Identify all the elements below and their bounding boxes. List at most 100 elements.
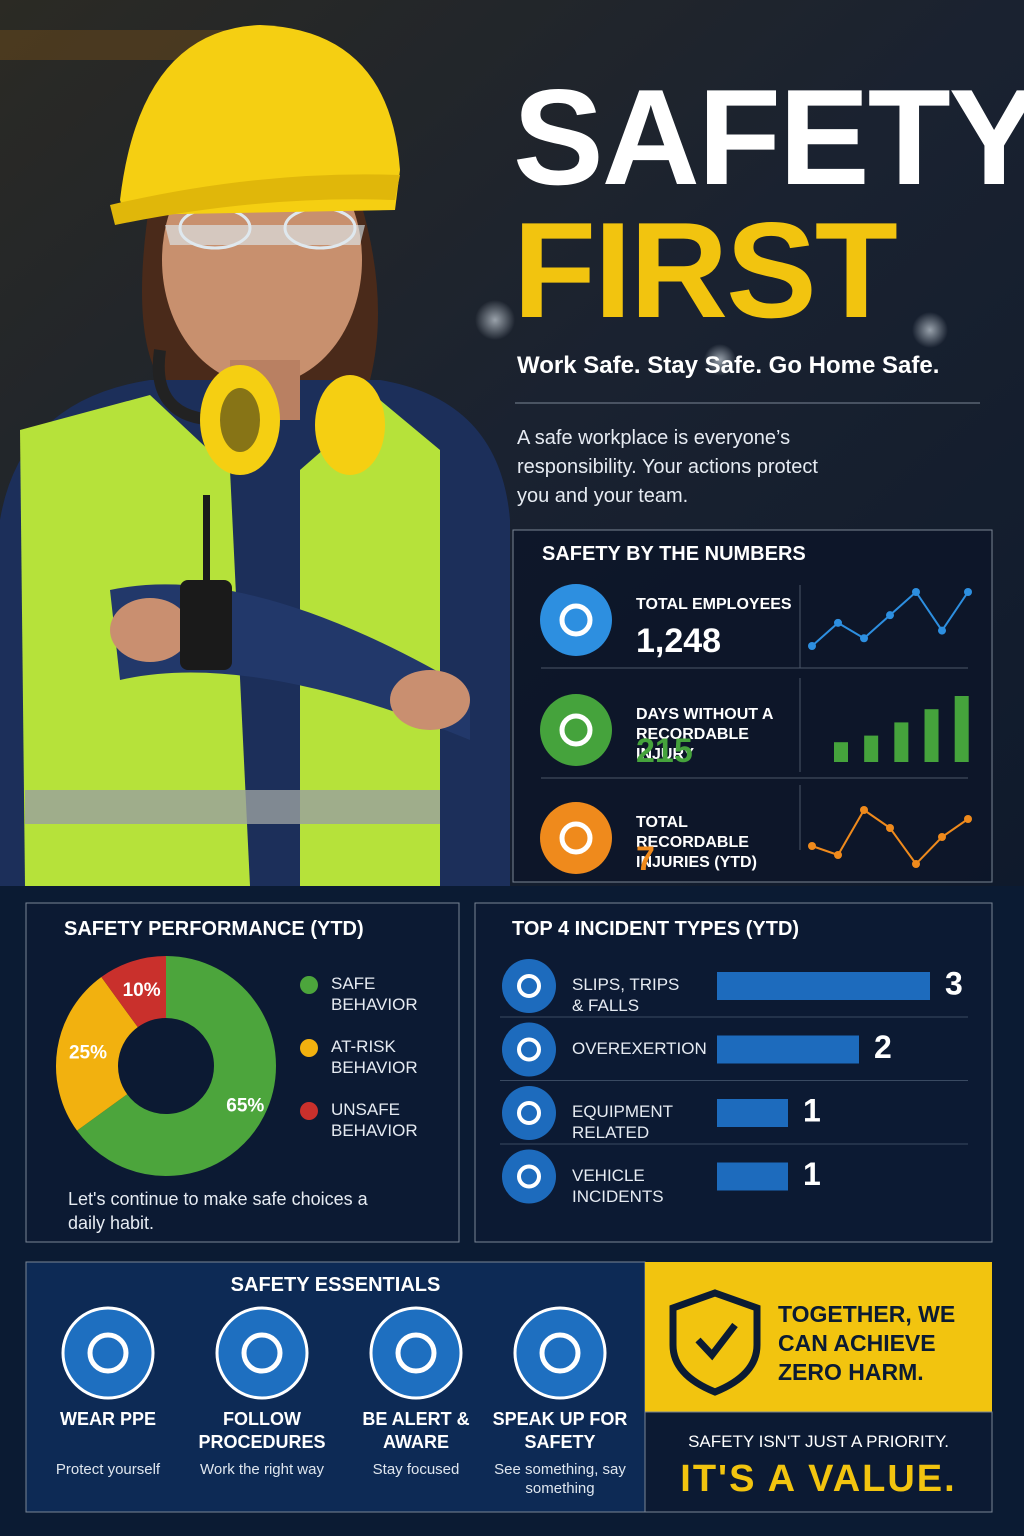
stat-icon [540, 802, 612, 874]
incident-label: OVEREXERTION [572, 1038, 707, 1058]
incident-icon-glyph [517, 1101, 541, 1125]
incidents-title: TOP 4 INCIDENT TYPES (YTD) [512, 918, 800, 940]
stat-label: TOTAL RECORDABLE INJURIES (YTD) [636, 814, 757, 871]
value-line2: IT'S A VALUE. [680, 1458, 957, 1500]
intro: A safe workplace is everyone’s responsib… [517, 427, 818, 507]
performance-title: SAFETY PERFORMANCE (YTD) [64, 918, 364, 940]
stat-label: DAYS WITHOUT A RECORDABLE INJURY [636, 706, 773, 763]
stat-icon [540, 694, 612, 766]
trend-point [860, 806, 868, 814]
trend-point [964, 815, 972, 823]
stat-value: 7 [636, 840, 655, 878]
trend-point [808, 642, 816, 650]
essential-icon-glyph [395, 1332, 437, 1374]
legend-swatch [300, 1102, 318, 1120]
incident-icon-glyph [517, 1164, 541, 1189]
incident-bar [717, 1035, 859, 1064]
trend-bar [954, 696, 969, 762]
trend-point [938, 833, 946, 841]
stat-icon-glyph [559, 603, 593, 637]
incident-icon [502, 1022, 556, 1077]
trend-point [808, 842, 816, 850]
trend-bar [834, 742, 848, 762]
incident-icon [502, 1086, 556, 1140]
light [475, 300, 515, 340]
performance-note: Let's continue to make safe choices a da… [68, 1189, 368, 1233]
trend-point [886, 824, 894, 832]
trend-point [886, 611, 894, 620]
incident-bar [717, 972, 930, 1000]
trend-bar [924, 709, 939, 762]
incident-value: 1 [803, 1092, 821, 1128]
stat-label: TOTAL EMPLOYEES [636, 596, 792, 613]
trend-point [912, 588, 920, 596]
stat-value: 1,248 [636, 622, 722, 660]
essential-icon [369, 1306, 463, 1400]
stat-value: 215 [636, 732, 693, 770]
incident-label: VEHICLE INCIDENTS [572, 1165, 664, 1206]
incident-label: SLIPS, TRIPS & FALLS [572, 975, 680, 1015]
incident-value: 1 [803, 1156, 821, 1192]
incident-bar [717, 1162, 788, 1191]
essential-subtitle: See something, say something [494, 1461, 626, 1497]
numbers-title: SAFETY BY THE NUMBERS [542, 543, 806, 565]
check-icon [695, 1322, 738, 1361]
legend-label: SAFE BEHAVIOR [331, 974, 418, 1014]
value-box [644, 1411, 993, 1513]
title-line1: SAFETY [513, 61, 1024, 213]
title-line2: FIRST [513, 194, 898, 346]
stat-icon [540, 584, 612, 656]
essential-title: FOLLOW PROCEDURES [198, 1409, 326, 1452]
trend-bar [864, 735, 879, 762]
incidents-panel [474, 902, 993, 1243]
light [704, 344, 736, 376]
trend-point [834, 851, 842, 859]
shield-icon [669, 1289, 761, 1396]
trend-point [912, 860, 920, 868]
incident-icon [502, 1149, 556, 1204]
legend-label: AT-RISK BEHAVIOR [331, 1037, 418, 1077]
legend-swatch [300, 976, 318, 994]
essential-subtitle: Stay focused [372, 1461, 460, 1478]
essential-icon-glyph [87, 1332, 129, 1374]
worker [0, 25, 510, 886]
essential-icon [215, 1306, 309, 1400]
donut-label: 25% [69, 1043, 107, 1064]
essential-icon [513, 1306, 607, 1400]
light [912, 312, 948, 348]
donut-label: 10% [123, 980, 161, 1001]
donut-segment [77, 956, 276, 1176]
essential-icon [61, 1306, 155, 1400]
essential-title: WEAR PPE [59, 1409, 156, 1429]
essential-title: BE ALERT & AWARE [362, 1409, 470, 1452]
incident-value: 2 [874, 1029, 892, 1065]
essential-subtitle: Work the right way [200, 1461, 324, 1478]
value-line1: SAFETY ISN'T JUST A PRIORITY. [688, 1432, 949, 1451]
incident-icon [502, 959, 556, 1013]
incident-icon-glyph [517, 974, 541, 998]
tagline: Work Safe. Stay Safe. Go Home Safe. [517, 352, 940, 379]
essential-icon-glyph [241, 1332, 283, 1374]
incident-value: 3 [945, 965, 963, 1001]
incident-label: EQUIPMENT RELATED [572, 1102, 673, 1142]
trend-point [938, 626, 946, 635]
donut-label: 65% [226, 1095, 264, 1116]
callout-text: TOGETHER, WE CAN ACHIEVE ZERO HARM. [778, 1301, 956, 1385]
legend-label: UNSAFE BEHAVIOR [331, 1100, 418, 1140]
essential-subtitle: Protect yourself [55, 1461, 161, 1478]
stat-icon-glyph [559, 821, 593, 855]
trend-point [860, 634, 868, 643]
essentials-title: SAFETY ESSENTIALS [230, 1274, 441, 1296]
incident-bar [717, 1099, 788, 1127]
essential-icon-glyph [539, 1332, 581, 1374]
donut-segment [101, 956, 168, 1028]
donut-segment [56, 977, 139, 1131]
trend-bar [894, 722, 909, 762]
trend-point [964, 588, 972, 596]
trend-point [834, 618, 842, 627]
stat-icon-glyph [559, 713, 593, 747]
incident-icon-glyph [517, 1037, 541, 1062]
legend-swatch [300, 1039, 318, 1057]
